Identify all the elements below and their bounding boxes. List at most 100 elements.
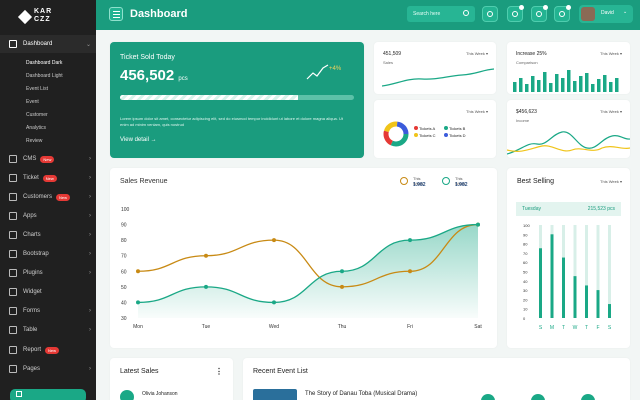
search-icon[interactable] xyxy=(463,10,469,16)
y-tick-label: 100 xyxy=(121,207,130,213)
increase-bar xyxy=(609,82,613,92)
data-point xyxy=(204,253,208,258)
sidebar-subitem-event[interactable]: Event xyxy=(26,99,39,105)
menu-toggle-button[interactable] xyxy=(109,7,123,21)
report-icon xyxy=(9,346,17,354)
view-detail-link[interactable]: View detail → xyxy=(120,137,157,143)
sidebar-bottom-button[interactable] xyxy=(10,389,86,400)
event-action-2[interactable] xyxy=(531,394,545,400)
increase-bar xyxy=(573,81,577,92)
chevron-right-icon: › xyxy=(89,270,91,276)
data-point xyxy=(272,300,276,305)
cart-dot xyxy=(566,5,571,10)
best-selling-title: Best Selling xyxy=(517,178,554,185)
increase-bar xyxy=(597,79,601,92)
user-menu[interactable]: David ⌄ xyxy=(579,5,633,23)
y-tick-label: 60 xyxy=(121,269,127,275)
chevron-right-icon: › xyxy=(89,213,91,219)
event-name[interactable]: The Story of Danau Toba (Musical Drama) xyxy=(305,391,418,397)
forms-icon xyxy=(9,307,17,315)
latest-sales-card: Latest Sales ⋮ Olivia Johanson xyxy=(110,358,233,400)
sidebar-item-report[interactable]: Report New xyxy=(0,341,96,359)
y-tick-label: 40 xyxy=(121,300,127,306)
x-tick-label: F xyxy=(596,325,599,331)
sidebar-item-pages[interactable]: Pages › xyxy=(0,360,96,378)
bell-icon xyxy=(512,11,518,17)
tickets-donut-card: This Week ▾ Tickets A Tickets B Tickets … xyxy=(374,100,496,158)
sidebar-subitem-review[interactable]: Review xyxy=(26,138,43,144)
increase-card: Increase 25% Comparison This Week ▾ xyxy=(507,42,630,94)
sidebar-item-cms[interactable]: CMS New › xyxy=(0,150,96,168)
x-tick-label: M xyxy=(550,325,554,331)
week-select[interactable]: This Week ▾ xyxy=(466,51,488,56)
logo-icon xyxy=(17,9,33,25)
increase-bar xyxy=(615,78,619,92)
notifications-button[interactable] xyxy=(507,5,524,22)
recent-events-title: Recent Event List xyxy=(253,368,308,375)
week-select[interactable]: This Week ▾ xyxy=(600,109,622,114)
sidebar-item-dashboard[interactable]: Dashboard ⌄ xyxy=(0,35,96,53)
sidebar-subitem-dashboard-dark[interactable]: Dashboard Dark xyxy=(26,60,63,66)
sales-card: 451,509 Sales This Week ▾ xyxy=(374,42,496,94)
more-options-icon[interactable]: ⋮ xyxy=(215,367,223,376)
increase-bar xyxy=(585,73,589,92)
latest-sales-title: Latest Sales xyxy=(120,368,159,375)
search-box[interactable] xyxy=(407,6,475,22)
sidebar-item-plugins[interactable]: Plugins › xyxy=(0,264,96,282)
event-thumbnail[interactable] xyxy=(253,389,297,400)
y-tick-label: 60 xyxy=(523,260,528,265)
theme-toggle-button[interactable] xyxy=(482,6,498,22)
cms-icon xyxy=(9,155,17,163)
x-tick-label: Thu xyxy=(338,324,347,330)
sidebar: KAR CZZ Dashboard ⌄ Dashboard Dark Dashb… xyxy=(0,0,96,400)
search-input[interactable] xyxy=(413,9,461,19)
data-point xyxy=(408,238,412,243)
data-point xyxy=(340,284,344,289)
sidebar-subitem-customer[interactable]: Customer xyxy=(26,112,48,118)
sidebar-subitem-event-list[interactable]: Event List xyxy=(26,86,48,92)
cart-button[interactable] xyxy=(554,5,571,22)
increase-label: Comparison xyxy=(516,60,538,65)
increase-value: Increase 25% xyxy=(516,51,547,57)
chevron-right-icon: › xyxy=(89,366,91,372)
y-tick-label: 40 xyxy=(523,279,528,284)
event-action-3[interactable] xyxy=(581,394,595,400)
sidebar-item-charts[interactable]: Charts › xyxy=(0,226,96,244)
sidebar-subitem-analytics[interactable]: Analytics xyxy=(26,125,47,131)
y-tick-label: 80 xyxy=(523,242,528,247)
event-action-1[interactable] xyxy=(481,394,495,400)
y-tick-label: 30 xyxy=(121,316,127,322)
series-line xyxy=(137,223,479,304)
data-point xyxy=(408,269,412,274)
sidebar-item-apps[interactable]: Apps › xyxy=(0,207,96,225)
avatar xyxy=(581,7,595,21)
apps-icon xyxy=(9,212,17,220)
sidebar-item-customers[interactable]: Customers New › xyxy=(0,188,96,206)
sidebar-item-table[interactable]: Table › xyxy=(0,321,96,339)
moon-icon xyxy=(487,11,493,17)
brand-logo[interactable]: KAR CZZ xyxy=(17,8,80,30)
sidebar-item-ticket[interactable]: Ticket New › xyxy=(0,169,96,187)
increase-bar xyxy=(513,82,517,92)
new-badge: New xyxy=(42,174,57,182)
y-tick-label: 10 xyxy=(523,307,528,312)
x-tick-label: S xyxy=(539,325,543,331)
week-select[interactable]: This Week ▾ xyxy=(466,109,488,114)
week-select[interactable]: This Week ▾ xyxy=(600,51,622,56)
messages-button[interactable] xyxy=(531,5,548,22)
sidebar-item-widget[interactable]: Widget xyxy=(0,283,96,301)
income-value: $456,623 xyxy=(516,109,537,115)
x-tick-label: Fri xyxy=(407,324,413,330)
sidebar-subitem-dashboard-light[interactable]: Dashboard Light xyxy=(26,73,63,79)
donut-legend-a: Tickets A xyxy=(414,126,435,131)
charts-icon xyxy=(9,231,17,239)
week-select[interactable]: This Week ▾ xyxy=(600,179,622,184)
page-title: Dashboard xyxy=(130,8,188,20)
avatar xyxy=(120,390,134,400)
y-tick-label: 80 xyxy=(121,238,127,244)
x-tick-label: Wed xyxy=(269,324,279,330)
bar-fill xyxy=(562,257,565,318)
sidebar-item-forms[interactable]: Forms › xyxy=(0,302,96,320)
sidebar-item-bootstrap[interactable]: Bootstrap › xyxy=(0,245,96,263)
